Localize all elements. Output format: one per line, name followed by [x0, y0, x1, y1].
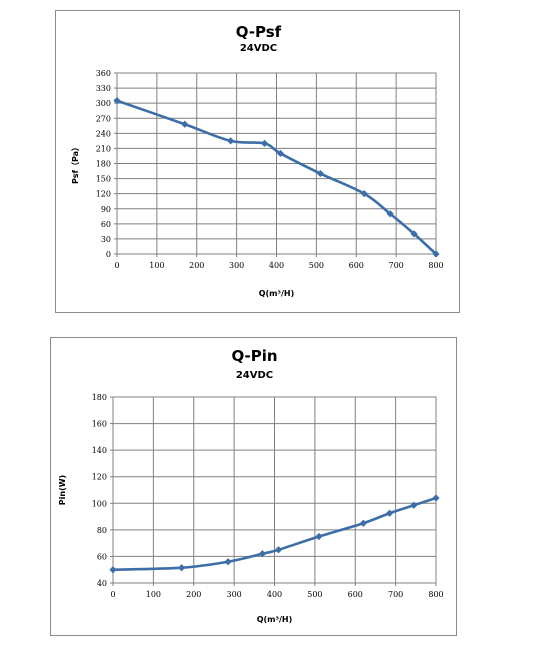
x-tick-label: 700 [388, 261, 403, 270]
x-tick-label: 200 [186, 590, 201, 599]
data-point [181, 120, 189, 128]
chart-title: Q-Psf [236, 23, 282, 41]
y-tick-label: 40 [97, 579, 107, 588]
y-tick-label: 240 [96, 129, 111, 138]
chart-subtitle: 24VDC [236, 370, 273, 381]
data-point [432, 494, 440, 502]
y-tick-label: 80 [97, 526, 107, 535]
x-tick-label: 800 [428, 261, 443, 270]
y-tick-label: 160 [92, 420, 107, 429]
x-tick-label: 200 [189, 261, 204, 270]
series-line [112, 496, 437, 572]
series-line [116, 99, 437, 255]
y-tick-label: 90 [101, 205, 111, 214]
x-tick-label: 500 [307, 590, 322, 599]
x-tick-label: 0 [110, 590, 115, 599]
chart-q-psf-panel: Q-Psf 24VDC 0 100 200 300 400 500 600 700 800 0 30 60… [55, 10, 460, 313]
x-tick-label: 500 [309, 261, 324, 270]
y-tick-label: 180 [92, 393, 107, 402]
y-tick-label: 180 [96, 160, 111, 169]
x-tick-label: 600 [349, 261, 364, 270]
y-tick-label: 330 [96, 84, 111, 93]
chart-title: Q-Pin [231, 347, 277, 365]
y-tick-label: 30 [101, 235, 111, 244]
y-tick-label: 100 [92, 499, 107, 508]
data-point [113, 97, 121, 105]
x-tick-label: 700 [388, 590, 403, 599]
data-point [276, 149, 285, 158]
y-tick-label: 270 [96, 114, 111, 123]
x-tick-label: 100 [149, 261, 164, 270]
data-point [410, 501, 418, 509]
data-point [386, 210, 394, 218]
chart-q-pin-panel: Q-Pin 24VDC 0 100 200 300 400 500 600 700 800 40 60 8… [50, 337, 457, 636]
x-tick-label: 0 [114, 261, 119, 270]
y-tick-label: 210 [96, 144, 111, 153]
x-axis-label: Q(m³/H) [257, 615, 293, 624]
data-point [315, 532, 323, 541]
x-tick-label: 100 [146, 590, 161, 599]
y-axis-label: Psf（Pa） [70, 143, 80, 184]
data-point [360, 190, 368, 198]
y-axis-label: Pin(W) [58, 475, 67, 505]
y-tick-label: 140 [92, 446, 107, 455]
data-point [258, 550, 266, 558]
chart-q-psf: Q-Psf 24VDC 0 100 200 300 400 500 600 700 800 0 30 60… [70, 23, 444, 298]
data-point [410, 230, 418, 238]
y-tick-label: 120 [96, 190, 111, 199]
y-tick-label: 60 [101, 220, 111, 229]
x-tick-label: 400 [269, 261, 284, 270]
y-tick-label: 300 [96, 99, 111, 108]
x-tick-label: 400 [267, 590, 282, 599]
y-tick-label: 360 [96, 69, 111, 78]
x-axis-label: Q(m³/H) [259, 289, 295, 298]
data-point [178, 564, 186, 572]
y-tick-label: 150 [96, 175, 111, 184]
data-point [316, 169, 324, 178]
x-tick-label: 800 [428, 590, 443, 599]
x-tick-label: 300 [226, 590, 241, 599]
data-point [385, 509, 394, 517]
x-tick-label: 600 [348, 590, 363, 599]
chart-q-pin: Q-Pin 24VDC 0 100 200 300 400 500 600 700 800 40 60 8… [58, 347, 444, 624]
data-point [432, 250, 440, 258]
x-tick-label: 300 [229, 261, 244, 270]
data-point [227, 137, 235, 145]
data-point [224, 558, 232, 566]
chart-subtitle: 24VDC [240, 43, 277, 54]
y-tick-label: 60 [97, 552, 107, 561]
y-tick-label: 0 [106, 250, 111, 259]
y-tick-label: 120 [92, 473, 107, 482]
